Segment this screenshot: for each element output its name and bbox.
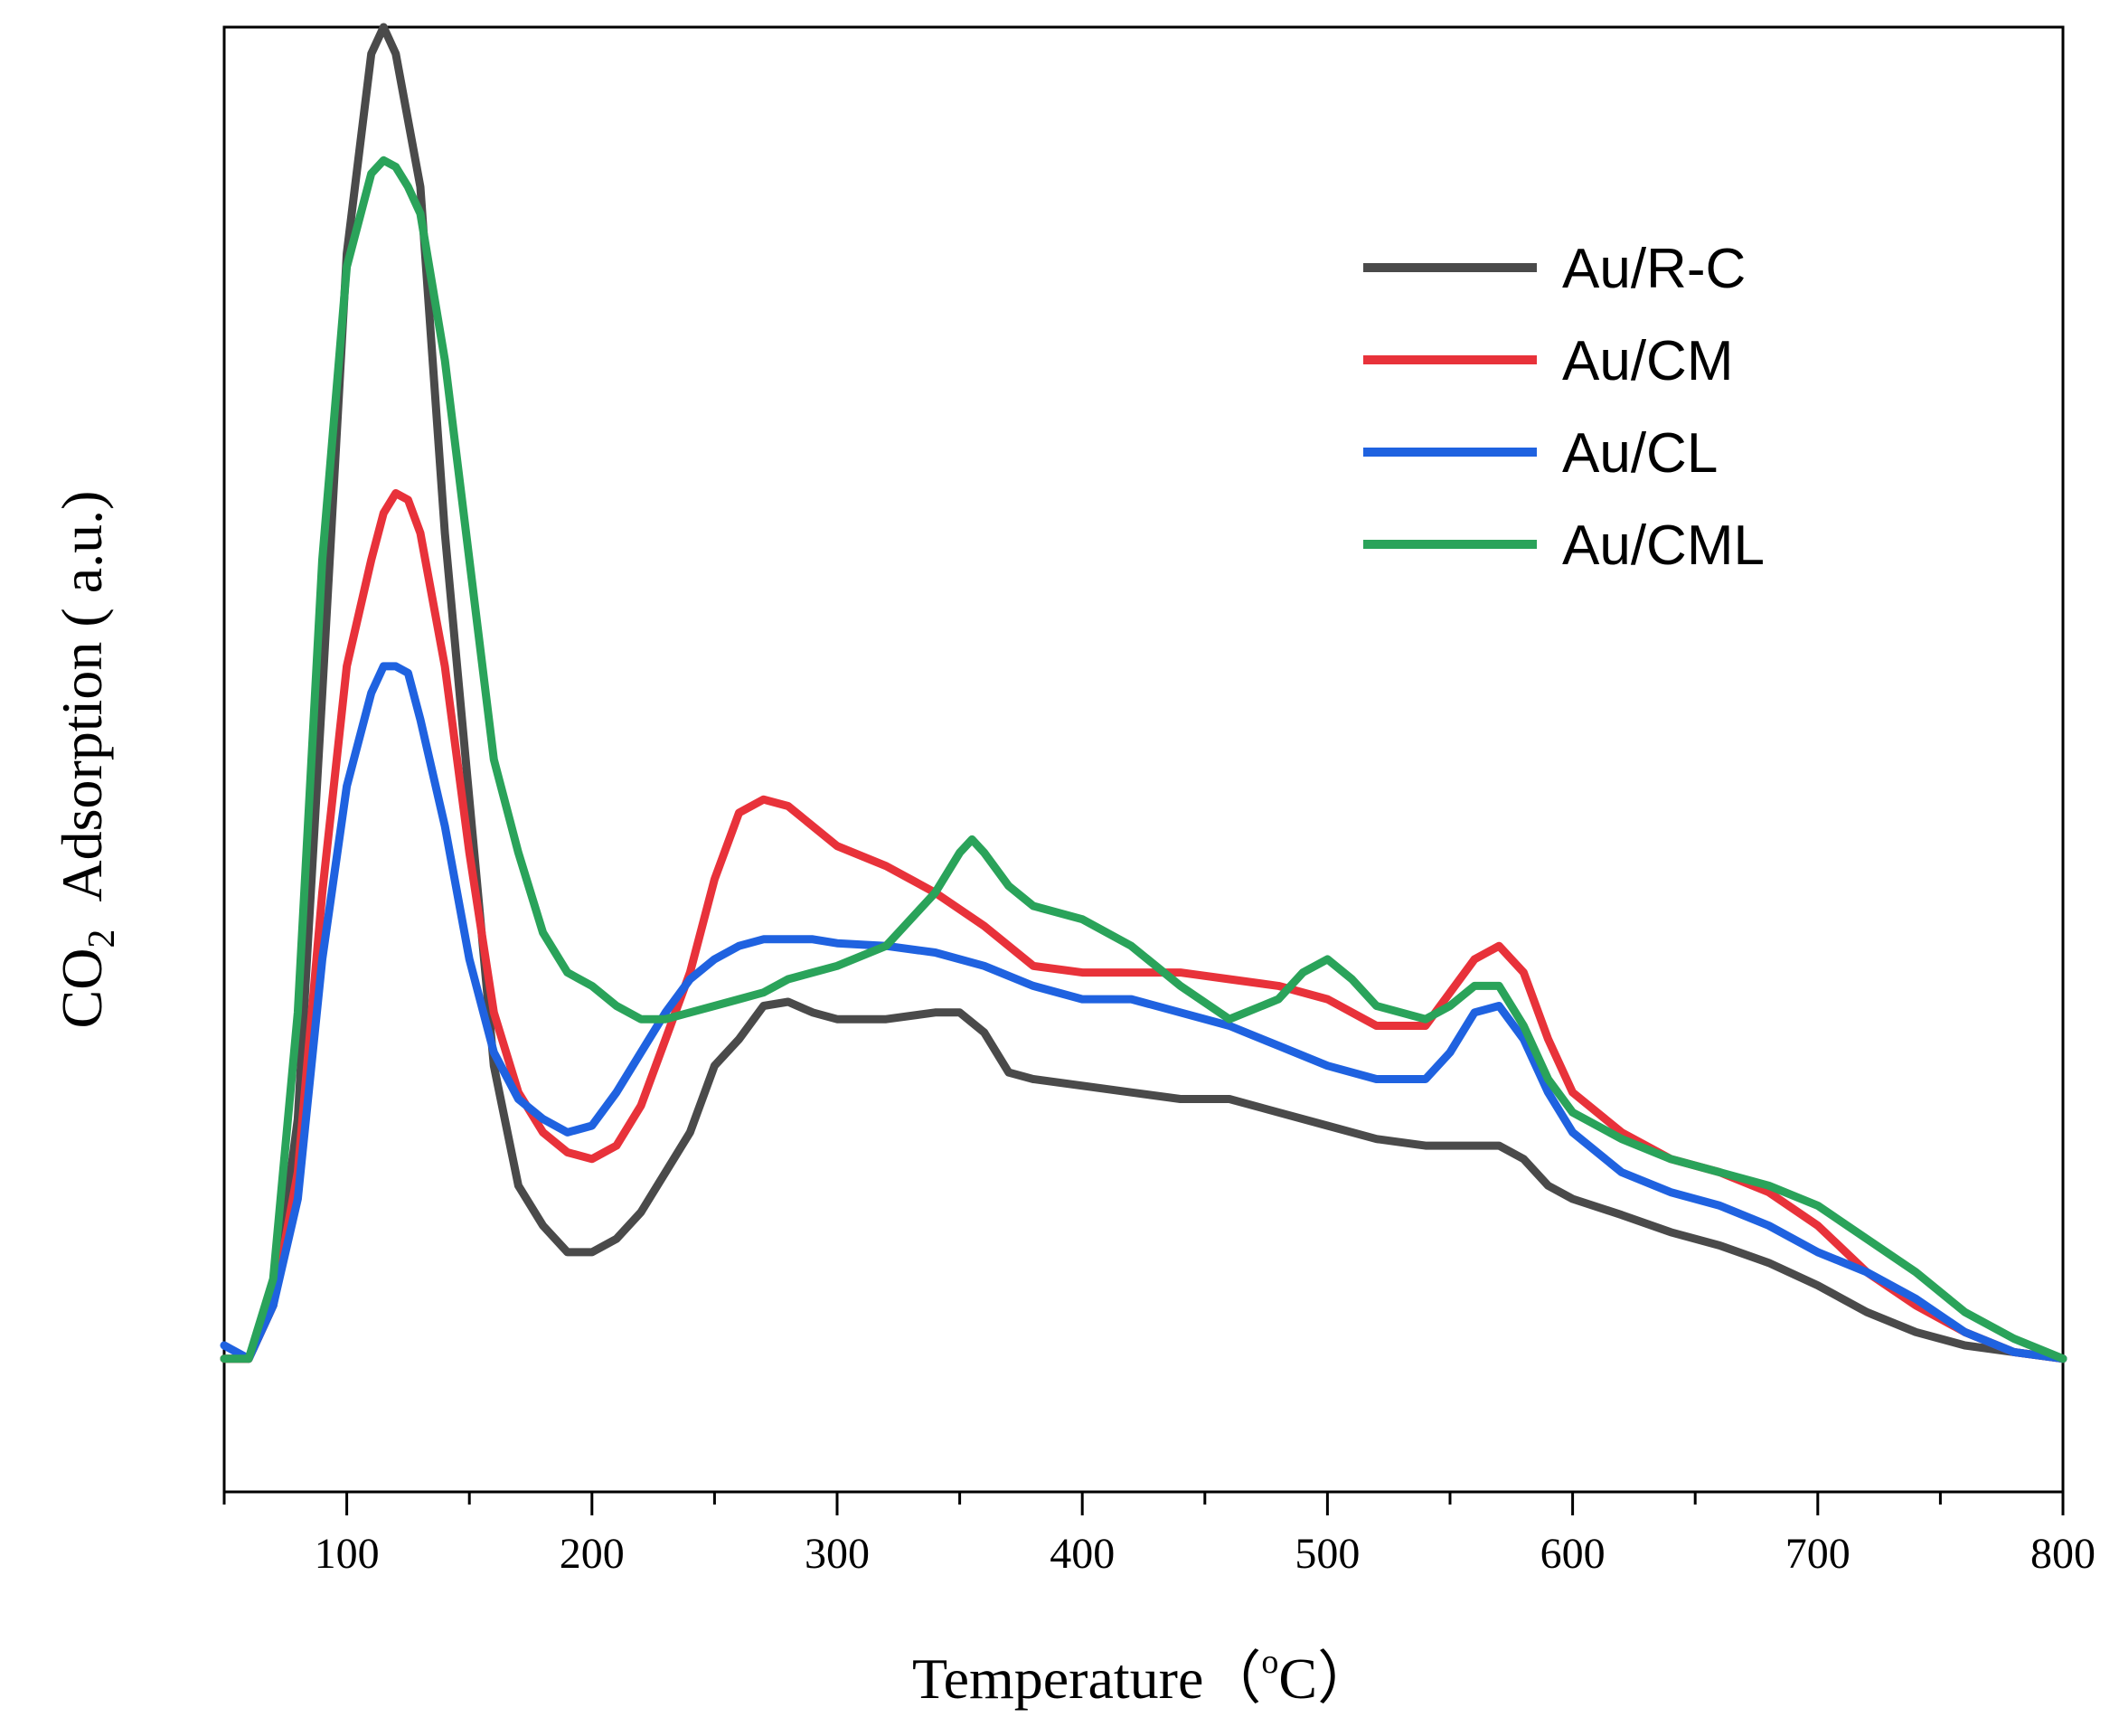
y-axis-title: CO2 Adsorption ( a.u.) [50,491,123,1029]
plot-frame [222,25,2065,1494]
x-tick-label: 700 [1785,1530,1851,1578]
legend-label-au-cl: Au/CL [1562,422,1718,485]
x-axis-title-unit-sup: o [1261,1643,1278,1681]
x-axis-title-unit-open: （ [1203,1646,1261,1711]
y-axis-title-prefix: CO [50,948,114,1029]
x-axis-title: Temperature（oC） [912,1643,1375,1711]
x-axis-title-unit-main: C [1278,1646,1317,1711]
x-tick-label: 200 [560,1530,625,1578]
legend-label-au-r-c: Au/R-C [1562,238,1746,300]
x-tick-label: 400 [1050,1530,1115,1578]
x-tick-label: 600 [1540,1530,1606,1578]
x-tick-label: 300 [805,1530,870,1578]
series-layer [220,23,2067,1363]
y-axis-title-main: Adsorption ( a.u.) [50,491,114,902]
x-axis-title-unit-close: ） [1317,1646,1375,1711]
x-axis-title-main: Temperature [912,1646,1203,1711]
series-line-au-cml [220,156,2067,1363]
y-axis-title-sub: 2 [81,929,123,948]
legend-label-au-cm: Au/CM [1562,330,1733,392]
x-tick-label: 800 [2030,1530,2095,1578]
legend-label-au-cml: Au/CML [1562,514,1765,577]
x-tick-label: 100 [315,1530,380,1578]
x-tick-label: 500 [1295,1530,1360,1578]
x-axis-ticks: 100 200 300 400 500 600 700 800 [222,1492,2095,1578]
series-line-au-cm [220,489,2067,1363]
series-line-au-cl [220,662,2067,1363]
legend: Au/R-C Au/CM Au/CL Au/CML [1363,238,1765,577]
